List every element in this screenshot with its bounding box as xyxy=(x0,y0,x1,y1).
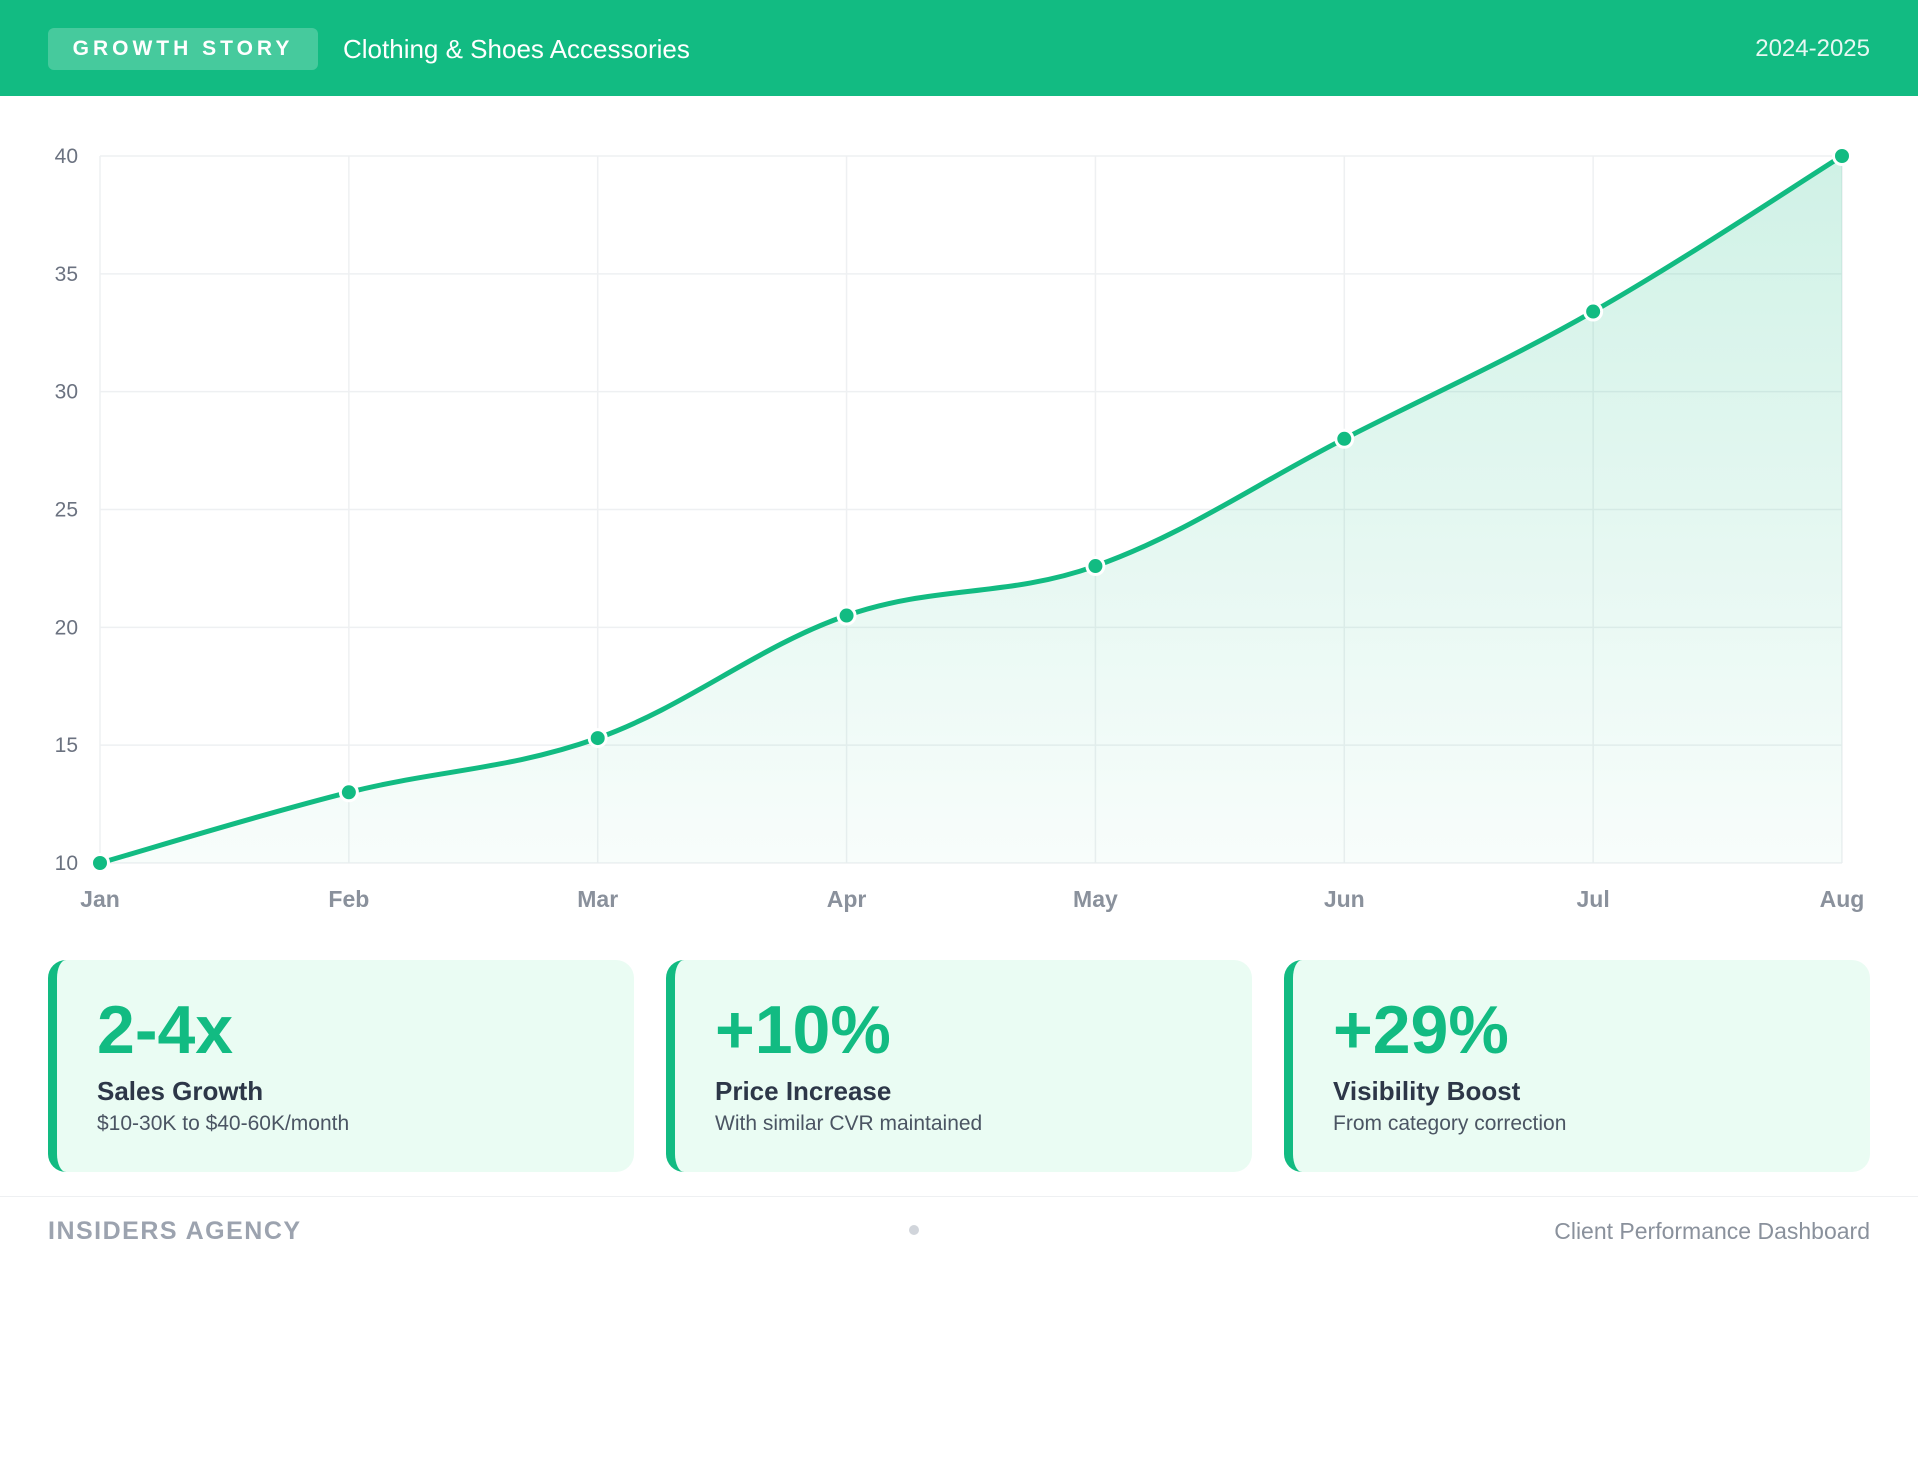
stat-description: From category correction xyxy=(1333,1112,1567,1135)
data-point xyxy=(1583,301,1604,322)
x-tick-label: Aug xyxy=(1820,886,1865,912)
header-bar: GROWTH STORY Clothing & Shoes Accessorie… xyxy=(0,0,1918,96)
stat-card-price-increase: +10% Price Increase With similar CVR mai… xyxy=(666,960,1252,1172)
x-tick-label: Feb xyxy=(328,886,369,912)
x-tick-label: Apr xyxy=(827,886,867,912)
x-tick-label: Jul xyxy=(1577,886,1610,912)
data-point xyxy=(587,728,608,749)
stat-cards: 2-4x Sales Growth $10-30K to $40-60K/mon… xyxy=(48,960,1870,1172)
stat-card-sales-growth: 2-4x Sales Growth $10-30K to $40-60K/mon… xyxy=(48,960,634,1172)
stat-label: Visibility Boost xyxy=(1333,1076,1521,1106)
stat-label: Price Increase xyxy=(715,1076,892,1106)
y-tick-label: 25 xyxy=(55,499,78,522)
y-tick-label: 40 xyxy=(55,145,78,168)
y-tick-label: 30 xyxy=(55,381,78,404)
x-tick-label: May xyxy=(1073,886,1118,912)
growth-chart-svg: 10 15 20 25 30 35 40 Jan Feb Mar Apr May Jun Jul Aug xyxy=(55,145,1865,912)
data-point xyxy=(1832,146,1852,166)
area-fill xyxy=(100,156,1842,863)
stat-value: 2-4x xyxy=(97,992,234,1068)
footer-dot xyxy=(909,1225,919,1235)
stat-card-visibility-boost: +29% Visibility Boost From category corr… xyxy=(1284,960,1870,1172)
agency-name: INSIDERS AGENCY xyxy=(48,1217,302,1245)
data-point xyxy=(836,605,857,626)
y-tick-label: 10 xyxy=(55,852,78,875)
stat-description: $10-30K to $40-60K/month xyxy=(97,1112,350,1135)
year-range: 2024-2025 xyxy=(1755,35,1870,62)
stat-label: Sales Growth xyxy=(97,1076,264,1106)
x-tick-label: Mar xyxy=(577,886,618,912)
x-tick-label: Jun xyxy=(1324,886,1365,912)
stat-value: +29% xyxy=(1333,992,1509,1068)
y-tick-label: 35 xyxy=(55,263,78,286)
footer-divider xyxy=(0,1196,1918,1197)
growth-story-badge: GROWTH STORY xyxy=(48,28,318,70)
y-tick-label: 20 xyxy=(55,616,78,639)
data-point xyxy=(90,853,110,873)
page-title: Clothing & Shoes Accessories xyxy=(343,34,690,64)
data-point xyxy=(338,782,359,803)
dashboard-subtitle: Client Performance Dashboard xyxy=(1554,1218,1870,1244)
x-tick-label: Jan xyxy=(80,886,120,912)
stat-value: +10% xyxy=(715,992,891,1068)
y-tick-label: 15 xyxy=(55,734,78,757)
stat-description: With similar CVR maintained xyxy=(715,1112,983,1135)
data-point xyxy=(1334,428,1355,449)
growth-chart: 10 15 20 25 30 35 40 Jan Feb Mar Apr May Jun Jul Aug xyxy=(0,110,1918,930)
series-line xyxy=(97,153,1845,866)
data-point xyxy=(1085,556,1106,577)
